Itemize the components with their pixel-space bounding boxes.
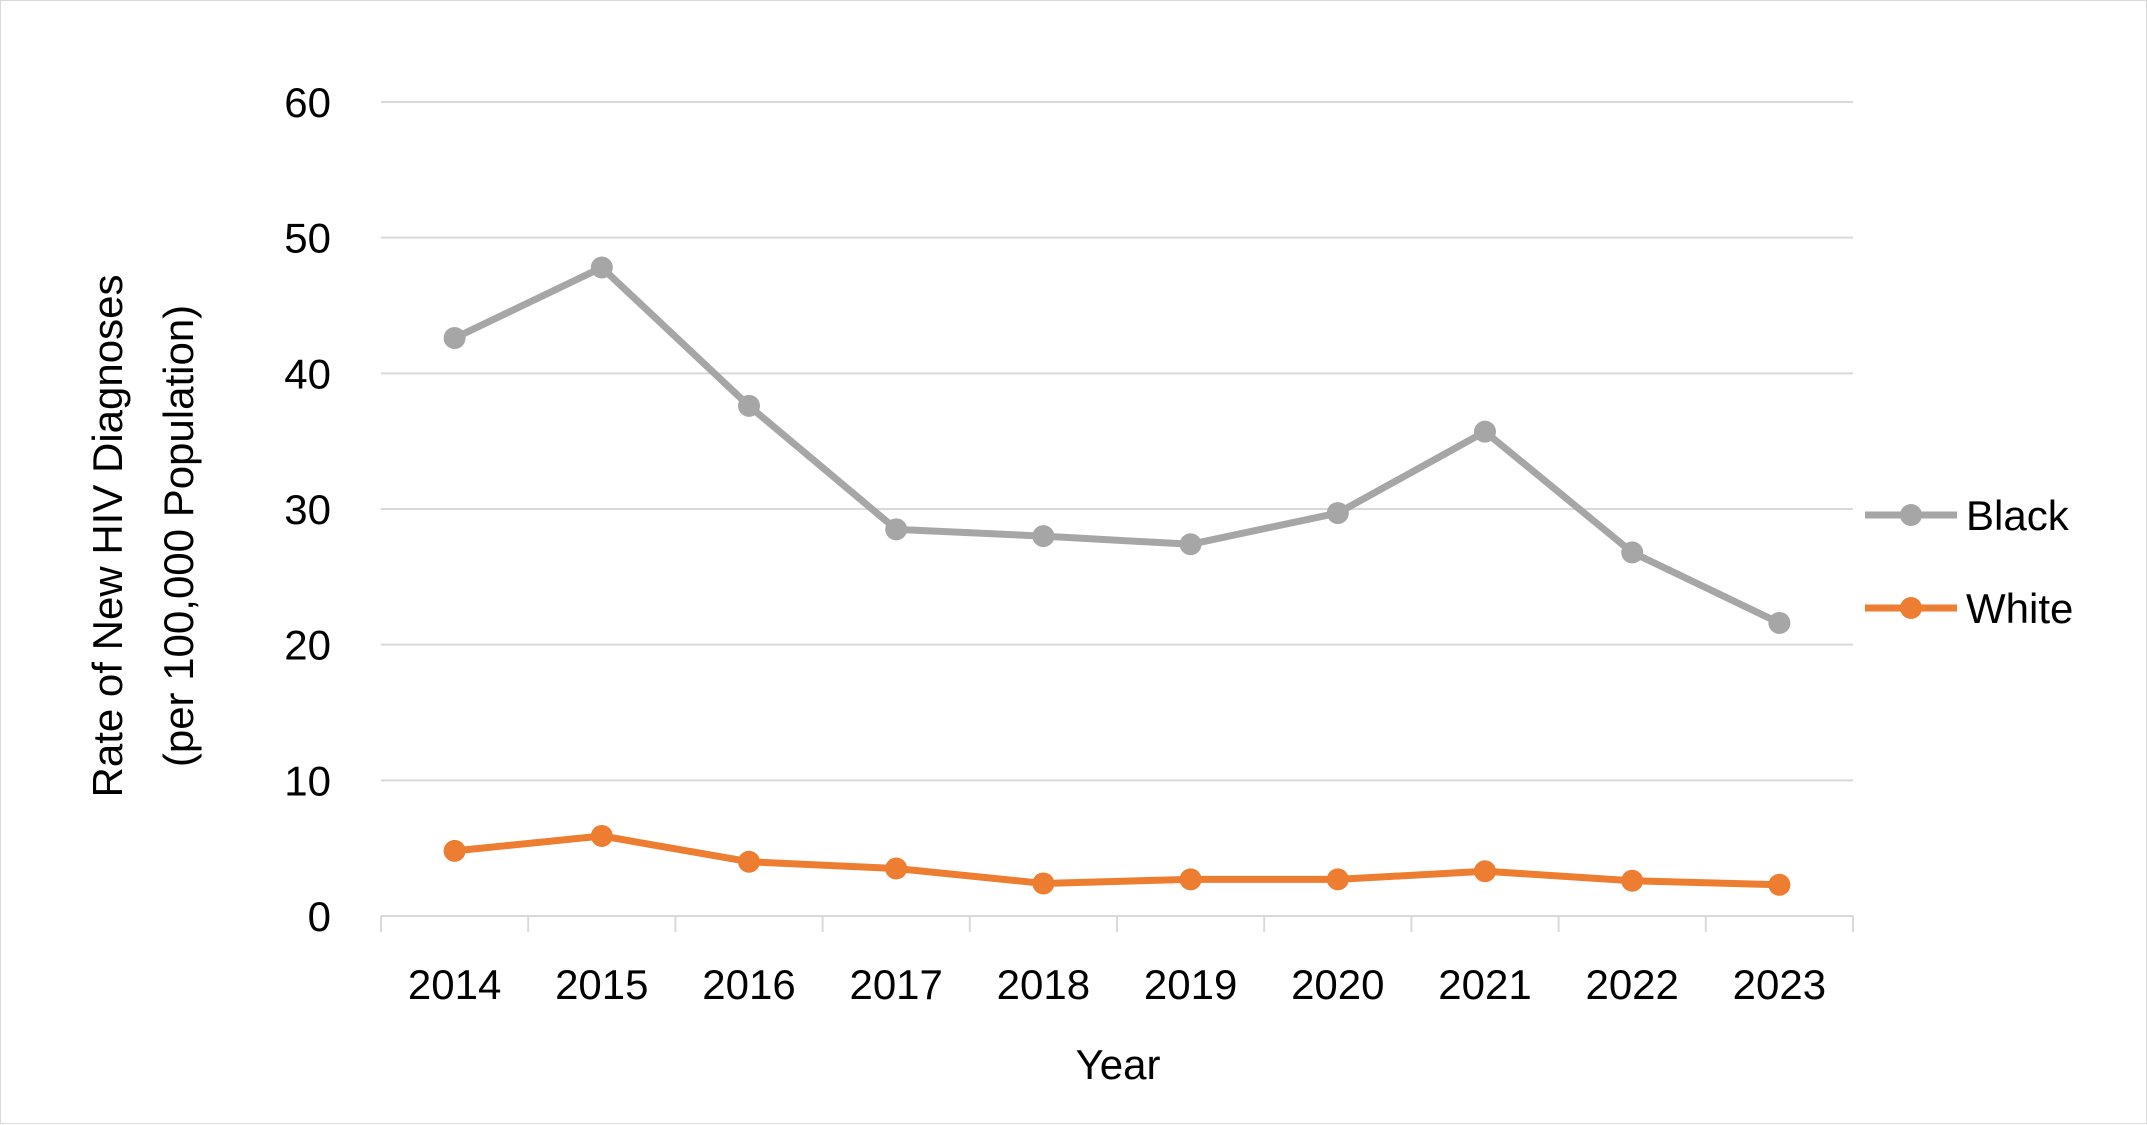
data-point-black-2022 <box>1621 541 1644 564</box>
x-tick-label-2017: 2017 <box>849 961 942 1008</box>
legend-swatch-marker-black <box>1900 504 1922 526</box>
x-tick-label-2015: 2015 <box>555 961 648 1008</box>
y-axis: 0 10 20 30 40 50 60 <box>284 79 331 940</box>
y-axis-title-line-2: (per 100,000 Population) <box>155 305 202 767</box>
legend-item-black: Black <box>1865 492 2070 539</box>
data-point-white-2022 <box>1621 869 1644 892</box>
legend-item-white: White <box>1865 585 2073 632</box>
data-point-white-2023 <box>1768 873 1791 896</box>
data-point-black-2015 <box>590 256 613 279</box>
x-tick-label-2014: 2014 <box>408 961 501 1008</box>
legend-swatch-marker-white <box>1900 597 1922 619</box>
series-line-black <box>453 264 1781 627</box>
x-axis <box>380 915 1854 932</box>
y-axis-title-line-1: Rate of New HIV Diagnoses <box>84 275 131 798</box>
y-tick-label-30: 30 <box>284 486 331 533</box>
data-point-white-2014 <box>443 839 466 862</box>
y-tick-label-0: 0 <box>308 893 331 940</box>
data-point-black-2018 <box>1032 525 1055 548</box>
x-tick-label-2020: 2020 <box>1291 961 1384 1008</box>
data-point-black-2016 <box>738 394 760 417</box>
y-tick-label-10: 10 <box>284 757 331 804</box>
x-tick-label-2019: 2019 <box>1144 961 1237 1008</box>
series-white <box>443 824 1791 896</box>
data-point-white-2016 <box>738 850 760 873</box>
data-point-black-2014 <box>443 327 466 350</box>
gridlines <box>381 101 1853 782</box>
series-lines <box>443 256 1791 896</box>
x-tick-label-2023: 2023 <box>1733 961 1826 1008</box>
data-point-white-2017 <box>885 857 908 880</box>
x-tick-label-2022: 2022 <box>1585 961 1678 1008</box>
data-point-white-2019 <box>1179 868 1202 891</box>
x-axis-title: Year <box>1076 1041 1161 1088</box>
x-tick-label-2018: 2018 <box>997 961 1090 1008</box>
y-tick-label-50: 50 <box>284 215 331 262</box>
legend-label-white: White <box>1966 585 2073 632</box>
y-tick-label-40: 40 <box>284 350 331 397</box>
y-axis-title: Rate of New HIV Diagnoses (per 100,000 P… <box>84 275 202 798</box>
data-point-white-2020 <box>1326 868 1349 891</box>
series-black <box>443 256 1791 634</box>
series-line-white <box>454 832 1780 889</box>
data-point-white-2015 <box>590 824 613 847</box>
x-tick-label-2016: 2016 <box>702 961 795 1008</box>
y-tick-label-60: 60 <box>284 79 331 126</box>
data-point-white-2021 <box>1474 860 1496 883</box>
y-tick-label-20: 20 <box>284 622 331 669</box>
data-point-black-2017 <box>885 518 908 541</box>
data-point-white-2018 <box>1032 872 1055 895</box>
legend: Black White <box>1865 492 2073 632</box>
x-tick-label-2021: 2021 <box>1438 961 1531 1008</box>
data-point-black-2021 <box>1474 420 1496 443</box>
data-point-black-2020 <box>1326 502 1349 525</box>
data-point-black-2023 <box>1768 611 1791 634</box>
legend-label-black: Black <box>1966 492 2070 539</box>
x-tick-labels: 2014 2015 2016 2017 2018 2019 2020 2021 2022 2023 <box>408 961 1826 1008</box>
data-point-black-2019 <box>1179 533 1202 556</box>
